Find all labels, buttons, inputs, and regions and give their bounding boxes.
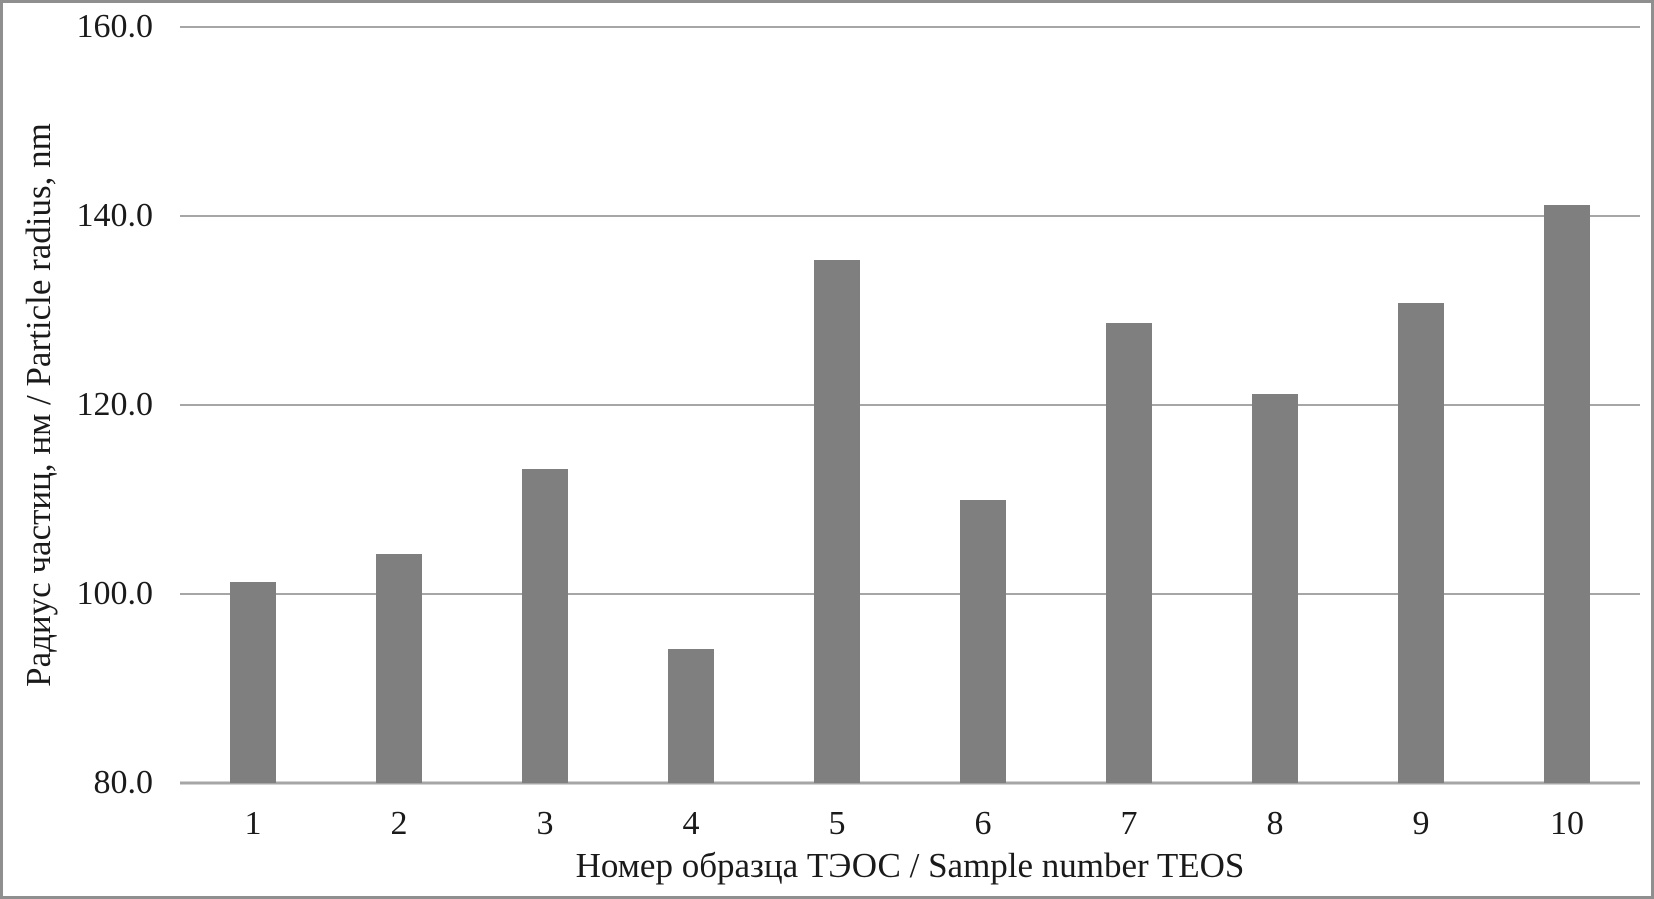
x-tick-label: 4 <box>682 805 700 842</box>
bar-slot <box>910 27 1056 783</box>
x-tick-label: 6 <box>974 805 992 842</box>
bar-slot <box>1494 27 1640 783</box>
x-tick-label: 8 <box>1266 805 1284 842</box>
gridline <box>180 26 1640 28</box>
plot-area <box>180 26 1640 785</box>
y-tick-label: 80.0 <box>93 764 154 801</box>
bar-slot <box>180 27 326 783</box>
gridline <box>180 781 1640 785</box>
x-axis-title: Номер образца ТЭОС / Sample number TEOS <box>575 846 1245 885</box>
bar-slot <box>764 27 910 783</box>
x-tick-labels: 1 2 3 4 5 6 7 8 9 10 <box>180 805 1640 842</box>
x-tick-label: 2 <box>390 805 408 842</box>
gridlines <box>180 26 1640 785</box>
bar-slot <box>1348 27 1494 783</box>
bar <box>960 499 1006 783</box>
bar-slot <box>1202 27 1348 783</box>
x-tick-label: 5 <box>828 805 846 842</box>
bar <box>1106 322 1152 783</box>
bar <box>230 581 276 783</box>
bar-slot <box>1056 27 1202 783</box>
bar <box>1398 302 1444 783</box>
x-tick-label: 1 <box>244 805 262 842</box>
x-tick-label: 7 <box>1120 805 1138 842</box>
x-tick-label: 3 <box>536 805 554 842</box>
y-tick-labels: 80.0 100.0 120.0 140.0 160.0 <box>3 10 154 800</box>
bar-slot <box>326 27 472 783</box>
y-tick-label: 140.0 <box>76 197 154 234</box>
gridline <box>180 404 1640 406</box>
bar-slot <box>618 27 764 783</box>
bar <box>814 260 860 783</box>
gridline <box>180 215 1640 217</box>
bar-slot <box>472 27 618 783</box>
y-tick-label: 100.0 <box>76 575 154 612</box>
bar <box>522 469 568 783</box>
bar <box>1252 393 1298 783</box>
bar <box>376 554 422 783</box>
bars <box>180 27 1640 783</box>
x-tick-label: 9 <box>1412 805 1430 842</box>
y-tick-label: 160.0 <box>76 8 154 45</box>
bar <box>668 648 714 783</box>
x-tick-label: 10 <box>1550 805 1584 842</box>
y-tick-label: 120.0 <box>76 386 154 423</box>
bar <box>1544 204 1590 783</box>
gridline <box>180 593 1640 595</box>
